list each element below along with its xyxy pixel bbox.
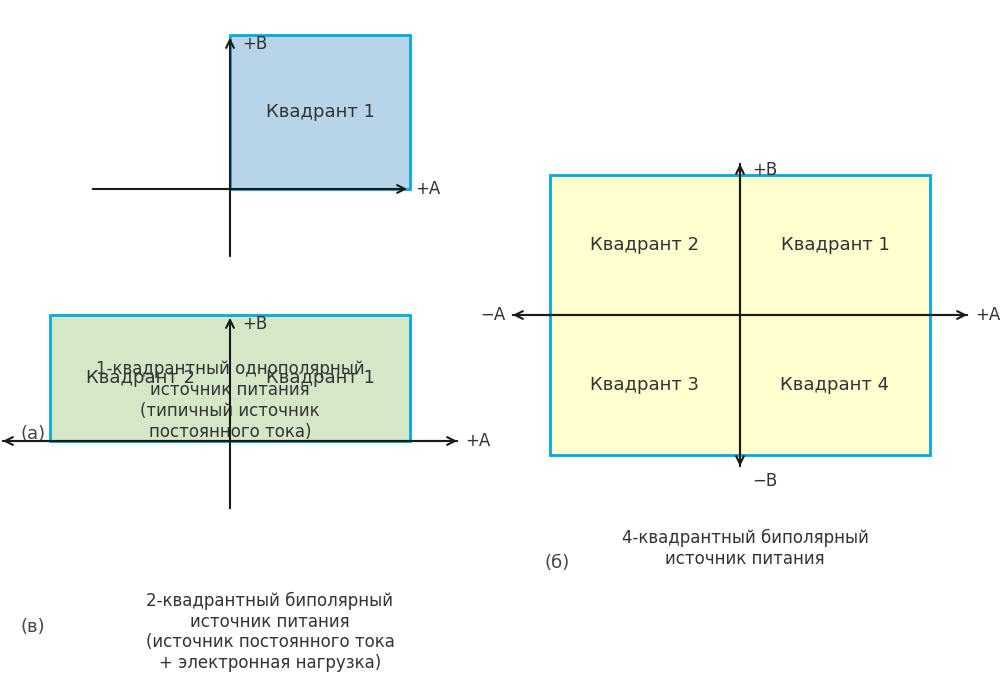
Text: Квадрант 1: Квадрант 1 [266,369,374,387]
FancyBboxPatch shape [50,315,410,441]
Text: Квадрант 1: Квадрант 1 [266,103,374,121]
Text: +A: +A [415,180,440,198]
Text: −B: −B [752,473,777,491]
Text: (б): (б) [545,554,570,573]
Text: +B: +B [752,161,777,179]
Text: Квадрант 2: Квадрант 2 [590,236,700,254]
Text: −A: −A [480,306,505,324]
Text: Квадрант 2: Квадрант 2 [86,369,194,387]
Text: 4-квадрантный биполярный
источник питания: 4-квадрантный биполярный источник питани… [622,528,868,568]
Text: 2-квадрантный биполярный
источник питания
(источник постоянного тока
+ электронн: 2-квадрантный биполярный источник питани… [146,592,394,672]
Text: +A: +A [465,432,490,450]
Text: Квадрант 3: Квадрант 3 [590,376,700,394]
FancyBboxPatch shape [230,35,410,189]
FancyBboxPatch shape [550,175,930,455]
Text: +A: +A [975,306,1000,324]
Text: (а): (а) [20,425,45,443]
Text: 1-квадрантный однополярный
источник питания
(типичный источник
постоянного тока): 1-квадрантный однополярный источник пита… [96,360,364,441]
Text: Квадрант 4: Квадрант 4 [780,376,890,394]
Text: (в): (в) [20,617,45,636]
Text: +B: +B [242,315,267,333]
Text: +B: +B [242,35,267,53]
Text: Квадрант 1: Квадрант 1 [781,236,889,254]
